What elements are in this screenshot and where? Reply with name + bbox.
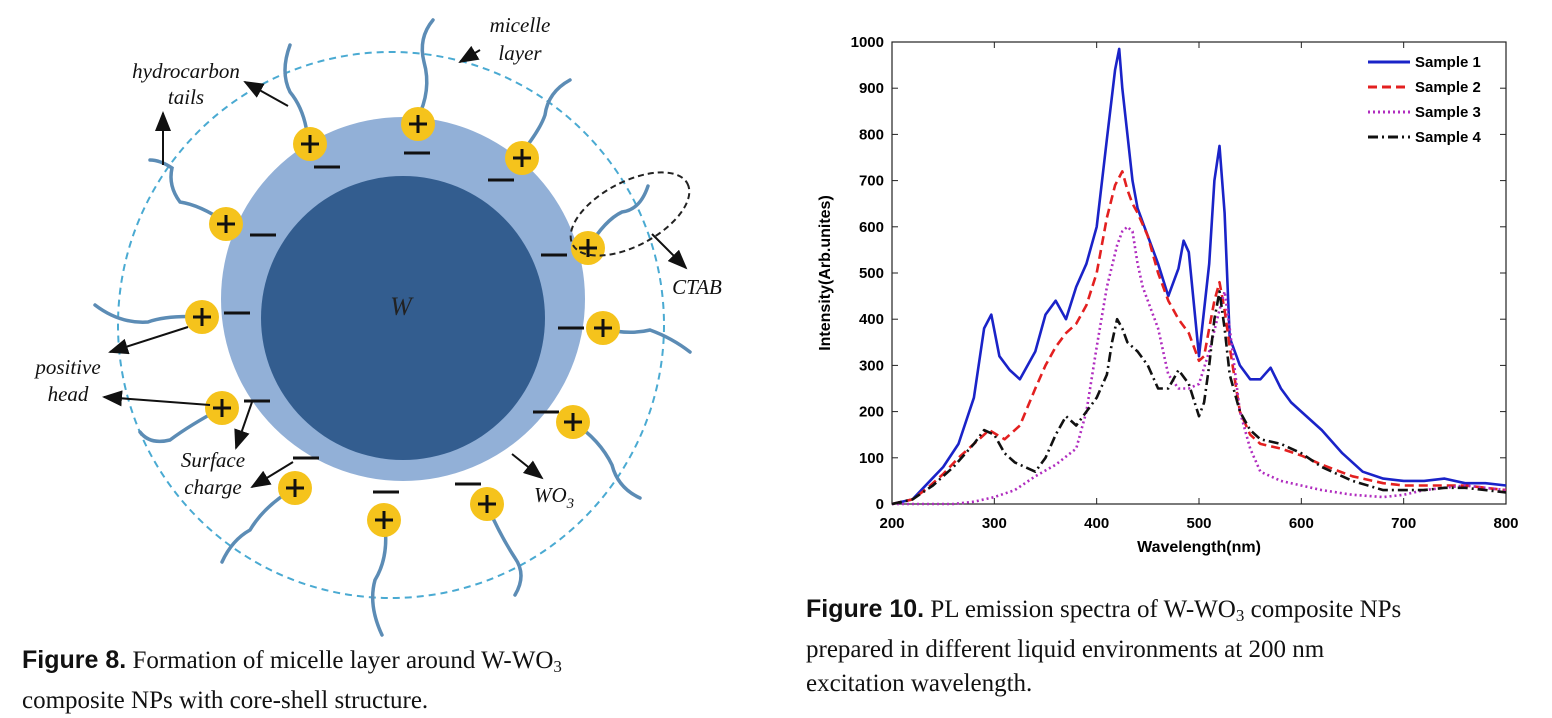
y-tick-label: 400 bbox=[859, 311, 884, 328]
figure10-caption-label: Figure 10. bbox=[806, 595, 925, 623]
legend-label-2: Sample 2 bbox=[1415, 79, 1481, 96]
figure8-caption-text1: Formation of micelle layer around W-WO bbox=[132, 647, 554, 674]
figure10-caption-line2: prepared in different liquid environment… bbox=[806, 636, 1325, 663]
figure8-caption-line1: Figure 8. Formation of micelle layer aro… bbox=[22, 643, 722, 684]
chart-series bbox=[891, 47, 1507, 506]
y-axis-label: Intensity(Arb.unites) bbox=[817, 195, 834, 351]
y-tick-label: 600 bbox=[859, 219, 884, 236]
y-tick-label: 300 bbox=[859, 357, 884, 374]
wo3-label-sub: 3 bbox=[566, 496, 575, 512]
chart-legend: Sample 1 Sample 2 Sample 3 Sample 4 bbox=[1368, 54, 1482, 146]
micelle-label-line2: layer bbox=[498, 41, 542, 65]
figure10-caption-text1b: composite NPs bbox=[1244, 596, 1402, 623]
positive-label-line2: head bbox=[48, 382, 89, 406]
w-core bbox=[261, 176, 545, 460]
surface-label-line1: Surface bbox=[181, 448, 245, 472]
x-axis-label: Wavelength(nm) bbox=[1137, 539, 1261, 556]
figure10-caption-text1a: PL emission spectra of W-WO bbox=[930, 596, 1236, 623]
y-tick-label: 1000 bbox=[851, 34, 884, 51]
series-line-1 bbox=[891, 47, 1507, 506]
surface-charges bbox=[224, 151, 584, 494]
x-tick-label: 500 bbox=[1186, 515, 1211, 532]
figure8-caption: Figure 8. Formation of micelle layer aro… bbox=[22, 643, 722, 718]
figure8-caption-label: Figure 8. bbox=[22, 646, 127, 674]
micelle-label-line1: micelle bbox=[490, 13, 551, 37]
annotation-arrows bbox=[102, 45, 688, 489]
y-tick-label: 200 bbox=[859, 404, 884, 421]
x-tick-label: 700 bbox=[1391, 515, 1416, 532]
series-line-3 bbox=[892, 225, 1507, 506]
figure8-caption-sub: 3 bbox=[553, 657, 562, 676]
hydrocarbon-label-line2: tails bbox=[168, 85, 204, 109]
figure10-caption-line1: Figure 10. PL emission spectra of W-WO3 … bbox=[806, 592, 1546, 633]
legend-label-1: Sample 1 bbox=[1415, 54, 1481, 71]
ctab-highlight bbox=[569, 171, 691, 257]
series-line-2 bbox=[891, 170, 1507, 506]
figure10-caption-line3: excitation wavelength. bbox=[806, 670, 1033, 697]
wo3-label: WO3 bbox=[534, 483, 574, 512]
x-tick-label: 600 bbox=[1289, 515, 1314, 532]
micelle-diagram: W bbox=[0, 0, 800, 640]
core-label: W bbox=[390, 292, 414, 321]
legend-label-4: Sample 4 bbox=[1415, 129, 1482, 146]
series-line-4 bbox=[891, 290, 1507, 506]
x-tick-label: 400 bbox=[1084, 515, 1109, 532]
wo3-label-main: WO bbox=[534, 483, 567, 507]
y-tick-label: 900 bbox=[859, 80, 884, 97]
y-tick-label: 800 bbox=[859, 126, 884, 143]
micelle-diagram-svg: W bbox=[33, 13, 722, 637]
chart-axes: 200 300 400 500 600 700 800 0 100 200 300 400 500 600… bbox=[817, 34, 1519, 556]
pl-spectra-chart-svg: 200 300 400 500 600 700 800 0 100 200 300 400 500 600… bbox=[817, 34, 1519, 556]
x-tick-label: 200 bbox=[879, 515, 904, 532]
legend-label-3: Sample 3 bbox=[1415, 104, 1481, 121]
positive-heads bbox=[185, 107, 620, 537]
annotation-labels: micelle layer hydrocarbon tails CTAB pos… bbox=[33, 13, 722, 512]
surface-label-line2: charge bbox=[184, 475, 242, 499]
x-tick-label: 300 bbox=[982, 515, 1007, 532]
y-tick-label: 700 bbox=[859, 173, 884, 190]
figure8-caption-line2: composite NPs with core-shell structure. bbox=[22, 687, 429, 714]
y-tick-label: 0 bbox=[876, 496, 884, 513]
hydrocarbon-label-line1: hydrocarbon bbox=[132, 59, 240, 83]
y-tick-label: 100 bbox=[859, 450, 884, 467]
x-tick-label: 800 bbox=[1493, 515, 1518, 532]
pl-spectra-chart: 200 300 400 500 600 700 800 0 100 200 300 400 500 600… bbox=[800, 20, 1552, 590]
positive-label-line1: positive bbox=[33, 355, 100, 379]
figure10-caption-sub: 3 bbox=[1235, 606, 1245, 625]
micelle-layer-ring bbox=[117, 51, 665, 599]
figure10-caption: Figure 10. PL emission spectra of W-WO3 … bbox=[806, 592, 1546, 701]
ctab-label: CTAB bbox=[672, 275, 722, 299]
y-tick-label: 500 bbox=[859, 265, 884, 282]
